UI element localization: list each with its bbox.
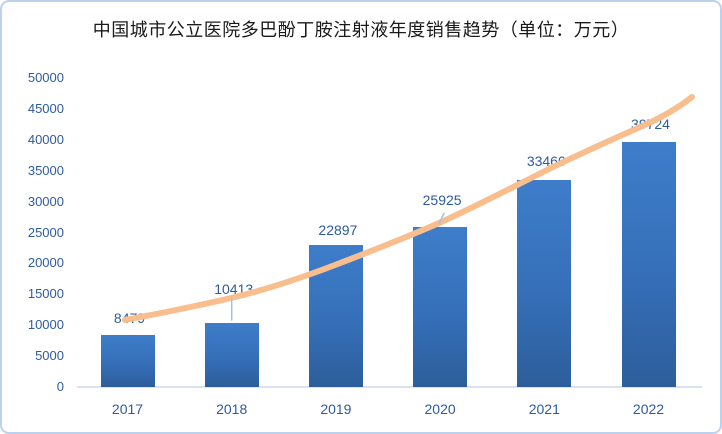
y-tick-30000: 30000 (27, 193, 64, 209)
x-label-2020: 2020 (424, 401, 456, 417)
y-tick-20000: 20000 (27, 255, 64, 271)
x-label-2017: 2017 (111, 401, 144, 417)
label-leader-line-2020 (438, 212, 445, 225)
value-label-2021: 33460 (526, 152, 566, 169)
x-label-2021: 2021 (528, 401, 560, 417)
bar-2017 (100, 334, 155, 387)
value-label-2018: 10413 (214, 281, 254, 298)
y-tick-10000: 10000 (27, 317, 64, 333)
bar-2021 (517, 180, 572, 387)
value-label-2017: 8479 (113, 310, 146, 327)
x-label-2019: 2019 (320, 401, 352, 417)
y-tick-40000: 40000 (27, 131, 64, 147)
y-tick-5000: 5000 (35, 348, 64, 364)
value-label-2022: 39724 (631, 116, 670, 132)
bar-2020 (413, 226, 468, 387)
value-label-2020: 25925 (422, 192, 462, 209)
x-label-2018: 2018 (216, 401, 248, 417)
value-label-2019: 22897 (318, 221, 358, 238)
y-tick-45000: 45000 (27, 100, 64, 116)
bar-2018 (204, 322, 259, 387)
x-axis-baseline (77, 386, 702, 388)
bar-2022 (621, 141, 676, 387)
y-tick-35000: 35000 (27, 162, 64, 178)
y-tick-15000: 15000 (27, 286, 64, 302)
bar-2019 (308, 245, 363, 387)
y-tick-25000: 25000 (27, 224, 64, 240)
chart-title: 中国城市公立医院多巴酚丁胺注射液年度销售趋势（单位：万元） (92, 20, 630, 40)
y-tick-0: 0 (56, 379, 64, 394)
y-tick-50000: 50000 (27, 70, 64, 85)
x-label-2022: 2022 (632, 401, 665, 417)
